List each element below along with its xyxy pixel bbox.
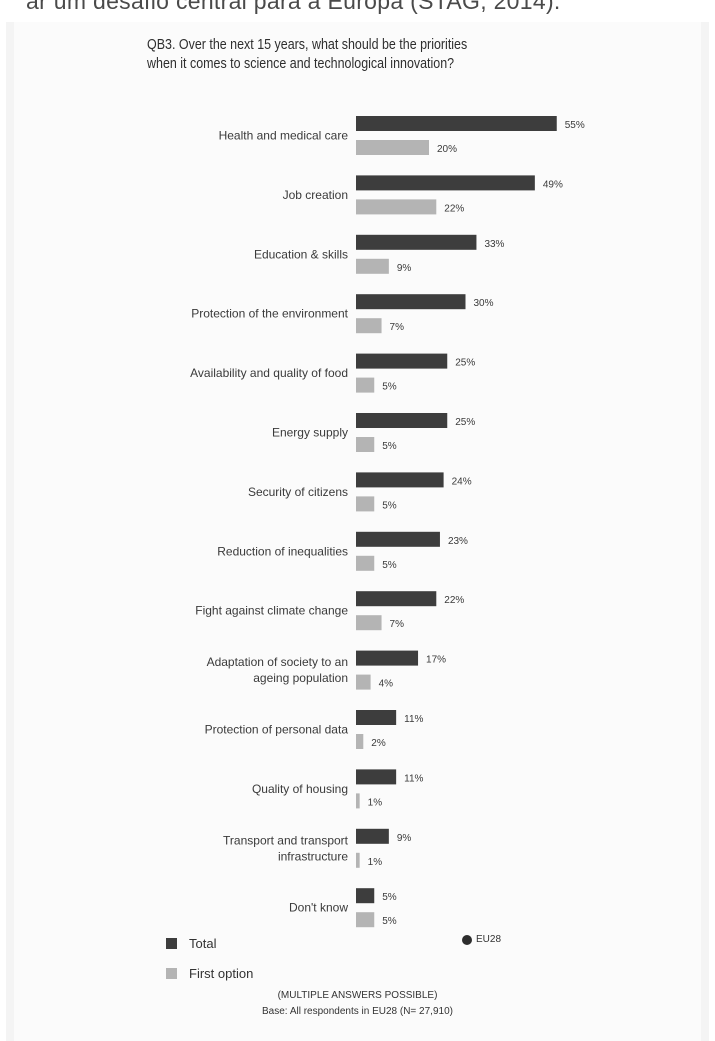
caption-fragment: ar um desafio central para a Europa (STA…: [0, 0, 715, 24]
chart-title-line1: QB3. Over the next 15 years, what should…: [147, 37, 468, 53]
bar-first-option: [356, 852, 360, 868]
bar-first-option: [356, 377, 375, 393]
data-label-total: 11%: [404, 714, 423, 725]
category-label: Transport and transport: [223, 833, 349, 847]
data-label-first-option: 5%: [382, 560, 397, 571]
data-label-first-option: 2%: [371, 738, 386, 749]
category-label: Quality of housing: [252, 782, 348, 796]
category-label: Health and medical care: [219, 129, 349, 143]
category-label: Energy supply: [272, 426, 348, 440]
data-label-total: 24%: [452, 476, 472, 487]
bar-first-option: [356, 555, 375, 571]
bar-total: [356, 116, 557, 131]
category-label: Don't know: [289, 901, 348, 915]
data-label-first-option: 7%: [390, 322, 405, 333]
data-label-total: 55%: [565, 120, 585, 131]
data-label-total: 17%: [426, 655, 446, 666]
data-label-first-option: 22%: [444, 203, 464, 214]
bar-total: [356, 294, 466, 310]
bar-first-option: [356, 734, 364, 749]
data-label-first-option: 5%: [382, 382, 397, 393]
category-label: Adaptation of society to an: [207, 655, 348, 669]
bar-total: [356, 472, 444, 488]
bar-first-option: [356, 615, 382, 631]
data-label-total: 23%: [448, 536, 468, 547]
eu-marker: EU28: [462, 934, 501, 945]
category-label: Education & skills: [254, 247, 348, 261]
eu-marker-label: EU28: [476, 934, 502, 945]
bar-first-option: [356, 140, 429, 155]
bar-first-option: [356, 793, 360, 809]
category-label: Fight against climate change: [195, 604, 348, 618]
bar-first-option: [356, 199, 437, 215]
data-label-first-option: 20%: [437, 144, 457, 155]
legend-swatch-first-option: [166, 967, 177, 979]
bar-total: [356, 710, 397, 725]
category-label: ageing population: [253, 671, 348, 685]
data-label-first-option: 4%: [379, 679, 394, 690]
bar-total: [356, 769, 397, 785]
data-label-total: 11%: [404, 773, 423, 784]
bar-first-option: [356, 674, 371, 690]
data-label-total: 25%: [455, 417, 475, 428]
category-label: Reduction of inequalities: [217, 544, 348, 558]
bar-total: [356, 888, 375, 904]
legend-label-first-option: First option: [189, 965, 254, 981]
data-label-first-option: 1%: [368, 797, 383, 808]
data-label-total: 25%: [455, 358, 475, 369]
bar-total: [356, 650, 419, 666]
bar-first-option: [356, 912, 375, 928]
bar-first-option: [356, 437, 375, 452]
data-label-total: 49%: [543, 179, 563, 190]
bar-total: [356, 175, 535, 191]
data-label-first-option: 7%: [390, 619, 405, 630]
category-label: Job creation: [283, 188, 348, 202]
bar-total: [356, 531, 440, 547]
bar-first-option: [356, 496, 375, 512]
bar-total: [356, 591, 437, 607]
bar-total: [356, 828, 389, 844]
data-label-total: 30%: [474, 298, 494, 309]
data-label-total: 22%: [444, 595, 464, 606]
data-label-first-option: 5%: [382, 441, 397, 452]
legend-swatch-total: [166, 937, 177, 949]
figure-frame: [6, 22, 709, 1041]
bar-total: [356, 353, 448, 369]
category-label: Security of citizens: [248, 485, 348, 499]
data-label-first-option: 9%: [397, 263, 412, 274]
data-label-total: 33%: [484, 239, 504, 250]
bar-total: [356, 413, 448, 428]
legend-item-total: Total: [166, 933, 253, 953]
category-label: Protection of the environment: [191, 307, 348, 321]
category-label: Protection of personal data: [205, 723, 349, 737]
category-label: infrastructure: [278, 849, 348, 863]
data-label-total: 9%: [397, 833, 412, 844]
footnote-multiple-answers: (MULTIPLE ANSWERS POSSIBLE): [277, 990, 438, 1001]
eu-flag-icon: [462, 934, 472, 945]
caption-text: ar um desafio central para a Europa (STA…: [26, 0, 561, 14]
chart-title: QB3. Over the next 15 years, what should…: [147, 36, 508, 74]
legend-label-total: Total: [189, 935, 217, 951]
legend-item-first-option: First option: [166, 963, 253, 983]
data-label-first-option: 1%: [368, 857, 383, 868]
footnote-base: Base: All respondents in EU28 (N= 27,910…: [262, 1006, 453, 1017]
figure-panel: [14, 22, 701, 1041]
category-label: Availability and quality of food: [190, 366, 348, 380]
chart-title-line2: when it comes to science and technologic…: [147, 56, 455, 72]
chart-legend: Total First option: [166, 933, 253, 993]
bar-first-option: [356, 318, 382, 334]
data-label-first-option: 5%: [382, 916, 397, 927]
bar-total: [356, 234, 477, 250]
data-label-total: 5%: [382, 892, 397, 903]
bar-first-option: [356, 258, 389, 274]
data-label-first-option: 5%: [382, 500, 397, 511]
